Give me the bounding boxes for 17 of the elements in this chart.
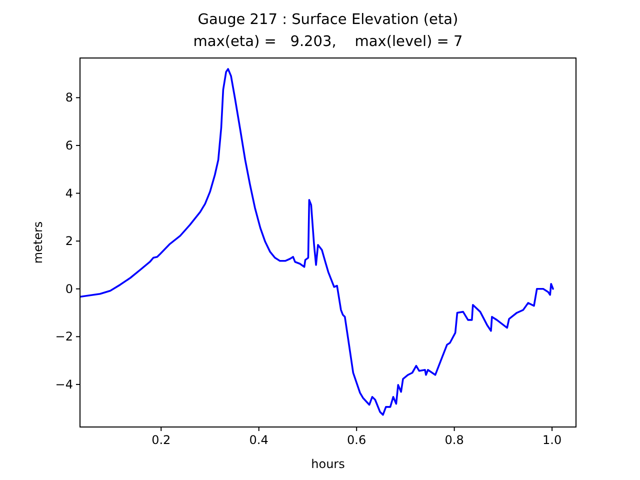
x-tick-label: 0.8 — [444, 433, 464, 447]
x-axis-title: hours — [311, 457, 345, 471]
x-tick-label: 0.4 — [249, 433, 268, 447]
x-tick-label: 1.0 — [542, 433, 562, 447]
x-tick-label: 0.2 — [152, 433, 171, 447]
y-tick-label: 4 — [65, 186, 73, 200]
y-tick-label: −2 — [55, 330, 73, 344]
y-tick-label: 0 — [65, 282, 73, 296]
x-tick-label: 0.6 — [347, 433, 366, 447]
y-tick-label: 2 — [65, 234, 73, 248]
y-tick-label: 6 — [65, 138, 73, 152]
y-axis-title: meters — [31, 221, 45, 264]
chart-title: Gauge 217 : Surface Elevation (eta) — [198, 12, 458, 28]
y-tick-label: −4 — [55, 377, 73, 392]
y-tick-label: 8 — [65, 90, 73, 105]
line-series — [80, 68, 554, 416]
chart-subtitle: max(eta) = 9.203, max(level) = 7 — [193, 34, 463, 50]
